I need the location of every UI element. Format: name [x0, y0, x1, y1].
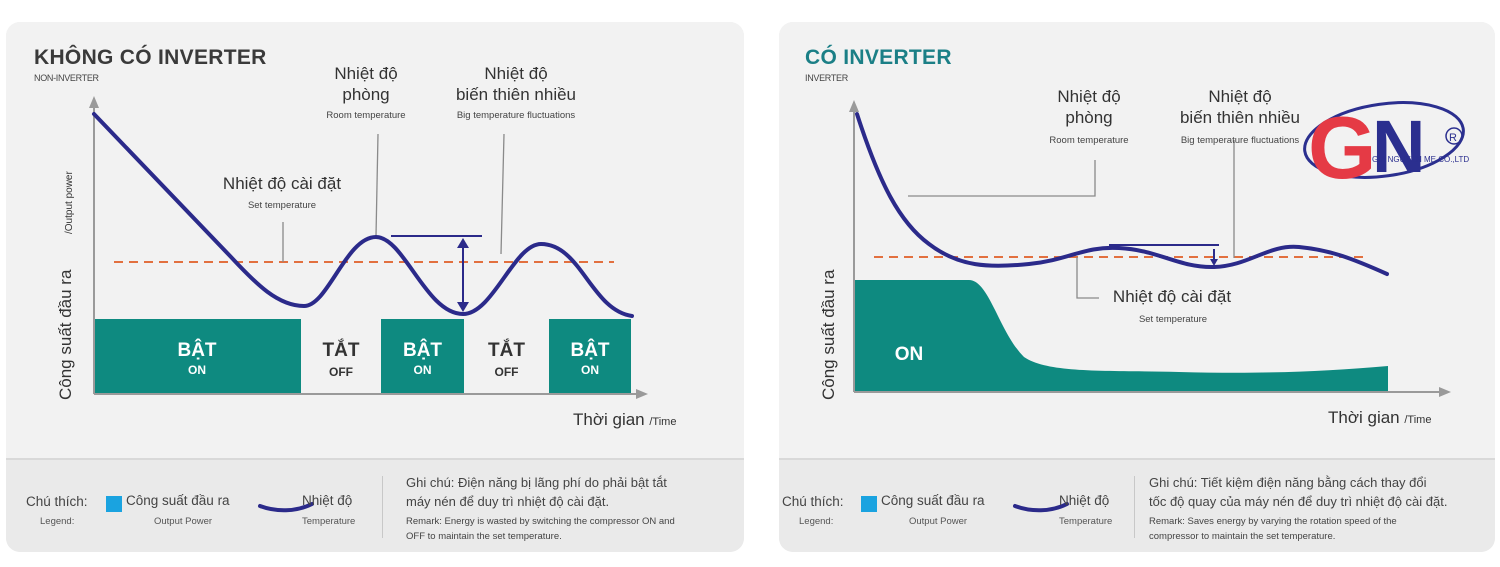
legend-divider — [1134, 476, 1135, 538]
y-axis-arrow — [89, 96, 99, 108]
set-temp-label-en: Set temperature — [1138, 314, 1208, 325]
fluctuation-arrow-up — [457, 238, 469, 248]
note-en-line2: OFF to maintain the set temperature. — [406, 531, 562, 542]
fluctuation-arrow-down — [1210, 259, 1218, 266]
non-inverter-legend: Chú thích: Legend: Công suất đầu ra Outp… — [6, 458, 744, 552]
room-temp-label-line2: phòng — [1065, 108, 1113, 127]
room-temp-label-line1: Nhiệt độ — [334, 64, 398, 83]
room-temp-leader — [908, 160, 1096, 197]
fluctuation-label-line2: biến thiên nhiều — [455, 85, 577, 104]
inverter-chart: CÓ INVERTER INVERTER Nhiệt độ phòng Room… — [779, 22, 1495, 458]
logo-registered: R — [1449, 132, 1457, 144]
legend-power: Công suất đầu ra — [881, 493, 985, 508]
temperature-swatch — [258, 502, 314, 513]
non-inverter-title: KHÔNG CÓ INVERTER — [34, 46, 267, 69]
x-axis-arrow — [636, 389, 648, 399]
temperature-curve — [855, 112, 1389, 276]
note-en-line1: Remark: Energy is wasted by switching th… — [406, 516, 675, 527]
room-temp-leader — [375, 133, 379, 237]
y-axis-label-en: /Output power — [64, 171, 75, 234]
legend-power-en: Output Power — [909, 516, 968, 527]
on-block-2-label: BẬT — [402, 340, 443, 361]
legend-title-en: Legend: — [40, 516, 75, 527]
note-vi-line2: tốc độ quay của máy nén để duy trì nhiệt… — [1149, 494, 1448, 509]
inverter-panel: CÓ INVERTER INVERTER Nhiệt độ phòng Room… — [779, 22, 1495, 552]
y-axis-label: Công suất đầu ra — [819, 269, 838, 400]
logo-letter-g: G — [1308, 98, 1376, 197]
inverter-subtitle: INVERTER — [805, 73, 848, 83]
x-axis-label-en: /Time — [1404, 414, 1432, 426]
fluctuation-leader — [500, 133, 505, 255]
fluctuation-label-line1: Nhiệt độ — [1208, 87, 1272, 106]
set-temp-label: Nhiệt độ cài đặt — [1112, 287, 1232, 306]
set-temp-leader — [1076, 257, 1099, 299]
temperature-swatch — [1013, 502, 1069, 513]
legend-temperature-en: Temperature — [1059, 516, 1113, 527]
legend-power-en: Output Power — [154, 516, 213, 527]
legend-power: Công suất đầu ra — [126, 493, 230, 508]
on-area-label: ON — [894, 344, 924, 365]
off-block-1-label: TẮT — [322, 340, 360, 361]
set-temp-label-en: Set temperature — [247, 200, 317, 211]
y-axis-arrow — [849, 100, 859, 112]
legend-title: Chú thích: — [782, 494, 844, 509]
off-block-2-label-en: OFF — [494, 365, 519, 379]
non-inverter-diagram-graphics — [89, 96, 648, 399]
x-axis-label-vi: Thời gian — [1328, 408, 1400, 427]
logo-letter-n: N — [1372, 105, 1425, 188]
note-vi-line1: Ghi chú: Tiết kiệm điện năng bằng cách t… — [1149, 475, 1427, 490]
fluctuation-arrow-down — [457, 302, 469, 312]
on-block-1-label: BẬT — [177, 340, 217, 361]
y-axis-label: Công suất đầu ra — [56, 269, 75, 400]
logo-graphic: G N R GIA NGUYEN ME CO.,LTD — [1303, 98, 1469, 197]
non-inverter-chart: KHÔNG CÓ INVERTER NON-INVERTER Nhiệt độ … — [6, 22, 744, 458]
output-power-area — [855, 280, 1388, 392]
room-temp-label-en: Room temperature — [326, 110, 406, 121]
temperature-curve — [92, 112, 634, 318]
non-inverter-panel: KHÔNG CÓ INVERTER NON-INVERTER Nhiệt độ … — [6, 22, 744, 552]
note-en-line1: Remark: Saves energy by varying the rota… — [1149, 516, 1397, 527]
output-power-swatch — [861, 496, 877, 512]
fluctuation-label-en: Big temperature fluctuations — [1180, 135, 1300, 146]
off-block-2-label: TẮT — [488, 340, 525, 361]
legend-temperature-en: Temperature — [302, 516, 356, 527]
note-vi-line1: Ghi chú: Điện năng bị lãng phí do phải b… — [406, 475, 667, 490]
inverter-title: CÓ INVERTER — [805, 46, 952, 69]
set-temp-label: Nhiệt độ cài đặt — [222, 174, 342, 193]
on-block-2 — [381, 319, 464, 394]
fluctuation-label-en: Big temperature fluctuations — [456, 110, 576, 121]
legend-divider — [382, 476, 383, 538]
note-en-line2: compressor to maintain the set temperatu… — [1149, 531, 1336, 542]
fluctuation-label-line1: Nhiệt độ — [484, 64, 548, 83]
logo-company: GIA NGUYEN ME CO.,LTD — [1372, 155, 1469, 164]
on-block-3-label-en: ON — [581, 363, 599, 377]
on-block-2-label-en: ON — [413, 363, 432, 377]
note-vi-line2: máy nén để duy trì nhiệt độ cài đặt. — [406, 494, 610, 509]
on-block-3-label: BẬT — [570, 340, 610, 361]
room-temp-label-line2: phòng — [342, 85, 390, 104]
inverter-legend: Chú thích: Legend: Công suất đầu ra Outp… — [779, 458, 1495, 552]
output-power-swatch — [106, 496, 122, 512]
legend-temperature: Nhiệt độ — [1059, 493, 1110, 508]
room-temp-label-line1: Nhiệt độ — [1057, 87, 1121, 106]
x-axis-label: Thời gian /Time — [573, 410, 676, 430]
company-logo: G N R GIA NGUYEN ME CO.,LTD — [1300, 88, 1472, 200]
legend-title: Chú thích: — [26, 494, 88, 509]
on-block-3 — [549, 319, 631, 394]
fluctuation-label-line2: biến thiên nhiều — [1179, 108, 1301, 127]
on-block-1 — [93, 319, 301, 394]
off-block-1-label-en: OFF — [329, 365, 353, 379]
on-block-1-label-en: ON — [188, 363, 206, 377]
inverter-diagram-graphics — [849, 100, 1451, 397]
x-axis-arrow — [1439, 387, 1451, 397]
non-inverter-subtitle: NON-INVERTER — [34, 73, 99, 83]
legend-temperature: Nhiệt độ — [302, 493, 353, 508]
room-temp-label-en: Room temperature — [1049, 135, 1129, 146]
x-axis-label: Thời gian /Time — [1328, 408, 1431, 428]
x-axis-label-vi: Thời gian — [573, 410, 645, 429]
legend-title-en: Legend: — [799, 516, 834, 527]
x-axis-label-en: /Time — [649, 416, 677, 428]
